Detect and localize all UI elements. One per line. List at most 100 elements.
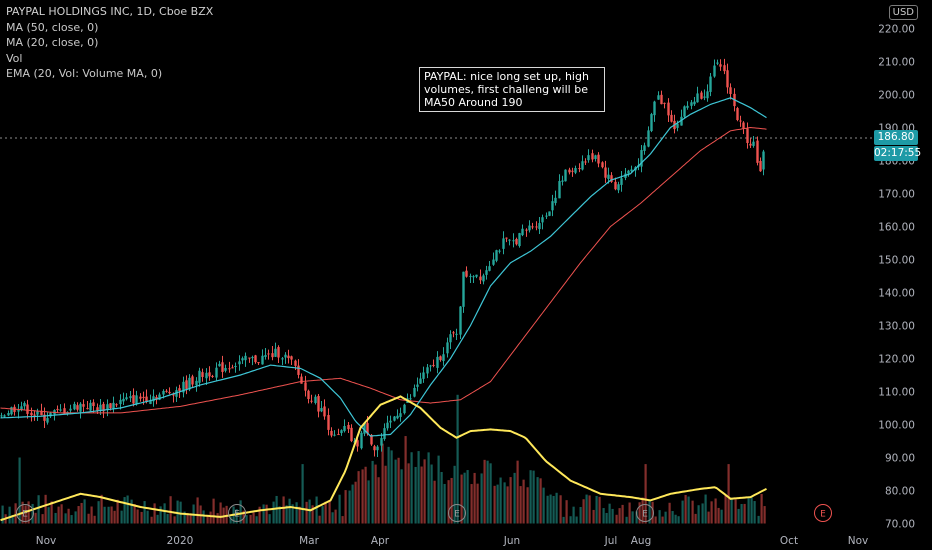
candle-body: [518, 233, 521, 247]
candle-body: [686, 105, 689, 108]
candle-body: [350, 427, 353, 442]
volume-bar: [235, 509, 238, 524]
volume-bar: [258, 506, 261, 524]
volume-bar: [242, 510, 245, 524]
candle-body: [106, 404, 109, 410]
volume-bar: [440, 471, 443, 524]
volume-bar: [361, 469, 364, 524]
volume-bar: [64, 513, 67, 524]
candle-body: [749, 143, 752, 146]
volume-bar: [664, 511, 667, 524]
volume-bar: [334, 509, 337, 524]
candle-body: [0, 415, 3, 417]
volume-bar: [110, 506, 113, 524]
volume-bar: [526, 487, 529, 524]
candle-body: [59, 409, 62, 411]
earnings-marker: [228, 504, 246, 522]
candle-body: [244, 355, 247, 361]
candle-body: [370, 434, 373, 445]
candle-body: [261, 355, 264, 365]
volume-bar: [90, 506, 93, 524]
candle-body: [323, 406, 326, 417]
candle-body: [129, 396, 132, 399]
volume-bar: [559, 495, 562, 524]
indicator-ma20[interactable]: MA (20, close, 0): [6, 36, 99, 50]
candle-body: [330, 430, 333, 436]
candle-body: [333, 434, 336, 436]
volume-bar: [565, 500, 568, 524]
volume-bar: [516, 460, 519, 524]
candle-body: [135, 395, 138, 404]
volume-bar: [166, 514, 169, 524]
volume-bar: [120, 510, 123, 524]
candle-body: [320, 408, 323, 412]
indicator-volume[interactable]: Vol: [6, 51, 23, 65]
candle-body: [380, 438, 383, 446]
candle-body: [393, 416, 396, 421]
candle-body: [26, 404, 29, 414]
volume-bar: [54, 512, 57, 524]
volume-bar: [734, 499, 737, 524]
candle-body: [89, 402, 92, 411]
volume-bar: [611, 508, 614, 524]
candle-body: [162, 390, 165, 395]
candle-body: [185, 380, 188, 389]
candle-body: [175, 390, 178, 397]
volume-bar: [394, 459, 397, 524]
candle-body: [696, 93, 699, 103]
volume-bar: [720, 509, 723, 524]
candle-body: [43, 414, 46, 421]
volume-bar: [272, 501, 275, 524]
ma20-line: [0, 97, 767, 437]
candle-body: [396, 415, 399, 419]
candle-body: [198, 370, 201, 383]
volume-bar: [641, 497, 644, 524]
candle-body: [630, 169, 633, 172]
volume-bar: [216, 513, 219, 524]
candle-body: [96, 407, 99, 412]
candle-body: [82, 404, 85, 407]
volume-bar: [470, 484, 473, 524]
candle-body: [746, 128, 749, 144]
candle-body: [587, 155, 590, 161]
candle-body: [693, 101, 696, 105]
candle-body: [462, 271, 465, 307]
candle-body: [79, 403, 82, 412]
volume-bar: [163, 503, 166, 524]
time-axis[interactable]: Nov 2020 Mar Apr Jun Jul Aug Oct Nov: [36, 535, 869, 547]
candle-body: [525, 229, 528, 231]
volume-bar: [381, 443, 384, 524]
volume-bar: [249, 514, 252, 524]
candle-body: [716, 62, 719, 64]
candle-body: [241, 358, 244, 361]
volume-bar: [519, 486, 522, 524]
volume-bar: [579, 506, 582, 524]
volume-bar: [173, 516, 176, 524]
volume-bar: [443, 483, 446, 524]
price-tick-label: 100.00: [878, 420, 915, 432]
candle-body: [205, 372, 208, 379]
symbol-title[interactable]: PAYPAL HOLDINGS INC, 1D, Cboe BZX: [6, 5, 214, 18]
candle-body: [762, 151, 765, 170]
indicator-volume-ema[interactable]: EMA (20, Vol: Volume MA, 0): [6, 67, 163, 81]
candle-body: [713, 65, 716, 77]
volume-bar: [750, 497, 753, 524]
currency-badge[interactable]: USD: [888, 5, 918, 20]
volume-bar: [77, 506, 80, 524]
indicator-ma50[interactable]: MA (50, close, 0): [6, 20, 99, 34]
volume-bar: [252, 512, 255, 524]
candle-body: [10, 407, 13, 415]
price-axis[interactable]: 70.00 80.00 90.00 100.00 110.00 120.00 130.00 1…: [878, 24, 915, 531]
volume-bar: [143, 501, 146, 524]
volume-bar: [427, 452, 430, 524]
candle-body: [142, 396, 145, 398]
volume-bar: [282, 496, 285, 524]
candle-body: [99, 404, 102, 410]
volume-bar: [628, 502, 631, 524]
candle-body: [409, 398, 412, 400]
volume-bar: [499, 477, 502, 524]
annotation-note[interactable]: PAYPAL: nice long set up, high volumes, …: [419, 67, 605, 112]
candle-body: [158, 394, 161, 400]
